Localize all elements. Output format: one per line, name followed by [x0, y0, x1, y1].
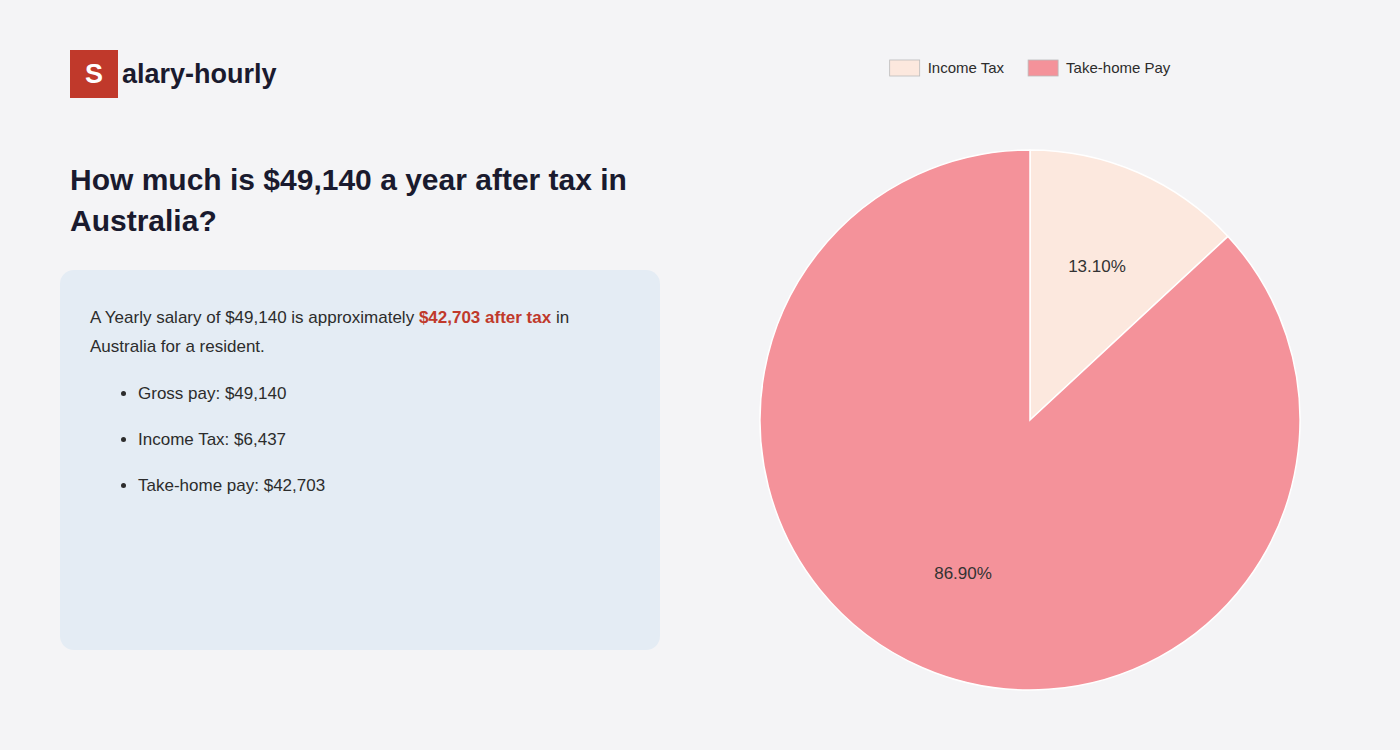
summary-text: Australia for a resident.	[90, 337, 265, 356]
logo-text: alary-hourly	[122, 59, 277, 90]
data-label: 13.10%	[1068, 257, 1126, 276]
legend: Income Tax Take-home Pay	[890, 59, 1171, 76]
title: How much is $49,140 a year after tax in …	[70, 160, 670, 241]
logo: Salary-hourly	[70, 50, 277, 98]
logo-mark: S	[70, 50, 118, 98]
bullet: Take-home pay: $42,703	[138, 476, 630, 496]
bullet-list: Gross pay: $49,140 Income Tax: $6,437 Take…	[90, 384, 630, 496]
pie-slice	[760, 150, 1300, 690]
legend-label: Take-home Pay	[1066, 59, 1171, 76]
legend-swatch	[1028, 60, 1058, 76]
legend-label: Income Tax	[928, 59, 1005, 76]
summary-text: in	[551, 308, 569, 327]
summary-text: A Yearly salary of $49,140 is approximat…	[90, 308, 419, 327]
slices	[760, 150, 1300, 690]
pie-chart: Income Tax Take-home Pay 13.10% 86.90%	[680, 0, 1380, 750]
summary: A Yearly salary of $49,140 is approximat…	[90, 304, 630, 362]
data-labels: 13.10% 86.90%	[934, 257, 1126, 583]
legend-item: Take-home Pay	[1028, 59, 1171, 76]
summary-highlight: $42,703 after tax	[419, 308, 551, 327]
legend-swatch	[890, 60, 920, 76]
bullet: Income Tax: $6,437	[138, 430, 630, 450]
text-panel: Salary-hourlyHow much is $49,140 a year …	[40, 0, 660, 750]
legend-item: Income Tax	[890, 59, 1005, 76]
info-box: A Yearly salary of $49,140 is approximat…	[60, 270, 660, 650]
bullet: Gross pay: $49,140	[138, 384, 630, 404]
data-label: 86.90%	[934, 564, 992, 583]
